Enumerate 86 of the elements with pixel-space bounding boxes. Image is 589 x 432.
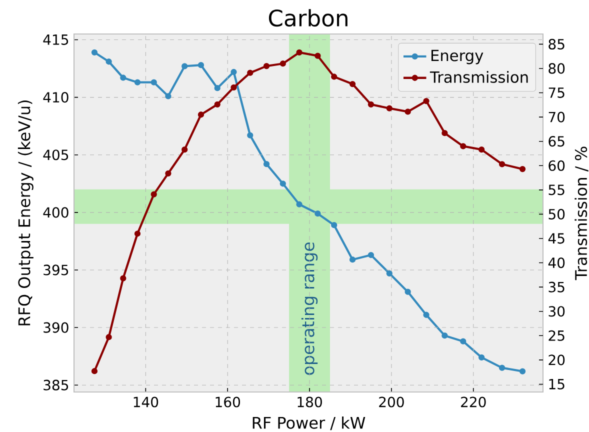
point (478, 146, 485, 153)
point (120, 74, 126, 81)
x-axis-title: RF Power / kW (252, 416, 366, 430)
y2-tick-label: 40 (548, 257, 565, 268)
point (280, 180, 286, 187)
y-axis-title: RFQ Output Energy / (keV/u) (18, 100, 34, 326)
point (368, 252, 374, 258)
point (314, 52, 321, 59)
legend-label: Energy (431, 50, 484, 64)
y2-tick-label: 55 (548, 184, 564, 196)
y2-tick-label: 60 (548, 160, 565, 171)
y2-tick-label: 65 (548, 136, 564, 147)
point (182, 63, 188, 70)
x-tick-label: 140 (134, 396, 158, 408)
x-tick-label: 220 (461, 396, 486, 408)
x-tick-label: 160 (216, 396, 240, 408)
point (280, 60, 286, 67)
y2-axis-title: Transmission / % (574, 146, 588, 280)
y-tick-label: 395 (44, 264, 68, 276)
point (423, 98, 430, 104)
point (478, 354, 485, 361)
point (386, 105, 392, 112)
point (368, 101, 374, 108)
y2-tick-label: 30 (548, 306, 565, 317)
y-tick-label: 390 (44, 322, 68, 333)
point (134, 230, 141, 237)
point (150, 191, 157, 198)
y-tick-label: 410 (43, 92, 68, 103)
point (230, 84, 237, 90)
y2-tick-label: 45 (548, 233, 564, 244)
y2-tick-label: 20 (548, 354, 565, 366)
point (106, 334, 112, 340)
point (442, 332, 448, 339)
point (460, 338, 466, 344)
point (498, 364, 506, 371)
y-tick-label: 405 (43, 150, 68, 160)
point (165, 170, 172, 176)
y-tick-label: 385 (44, 380, 68, 390)
point (198, 62, 204, 68)
point (91, 49, 98, 56)
point (134, 79, 141, 86)
point (331, 74, 338, 80)
point (460, 143, 466, 150)
point (214, 101, 220, 108)
y-tick-label: 415 (43, 34, 68, 45)
point (120, 275, 126, 282)
point (404, 288, 411, 295)
point (423, 312, 430, 318)
x-tick-label: 200 (379, 396, 404, 408)
chart-title: Carbon (268, 9, 348, 27)
point (331, 222, 338, 228)
point (296, 49, 302, 56)
y2-tick-label: 25 (548, 330, 564, 341)
point (498, 161, 506, 168)
point (519, 368, 526, 374)
y2-tick-label: 70 (548, 112, 565, 122)
point (263, 161, 270, 168)
point (349, 80, 356, 88)
point (247, 70, 254, 76)
point (296, 201, 302, 208)
point (198, 112, 204, 118)
point (519, 166, 526, 172)
y2-tick-label: 15 (549, 379, 564, 390)
y2-tick-label: 35 (548, 282, 564, 292)
point (404, 108, 411, 115)
point (106, 58, 112, 65)
point (442, 130, 448, 136)
y2-tick-label: 50 (548, 208, 565, 220)
band-label: operating range (301, 242, 318, 375)
point (386, 270, 392, 277)
point (230, 68, 237, 76)
y2-tick-label: 80 (548, 63, 565, 74)
legend-label: Transmission (430, 71, 528, 83)
point (150, 79, 157, 86)
y2-tick-label: 75 (548, 88, 564, 98)
point (165, 93, 172, 100)
point (247, 132, 254, 138)
point (182, 146, 188, 153)
point (91, 368, 98, 374)
y2-tick-label: 85 (548, 38, 564, 50)
x-tick-label: 180 (298, 396, 322, 408)
point (214, 85, 220, 92)
point (349, 256, 356, 263)
point (263, 62, 270, 70)
point (314, 210, 321, 217)
y-tick-label: 400 (43, 207, 68, 218)
